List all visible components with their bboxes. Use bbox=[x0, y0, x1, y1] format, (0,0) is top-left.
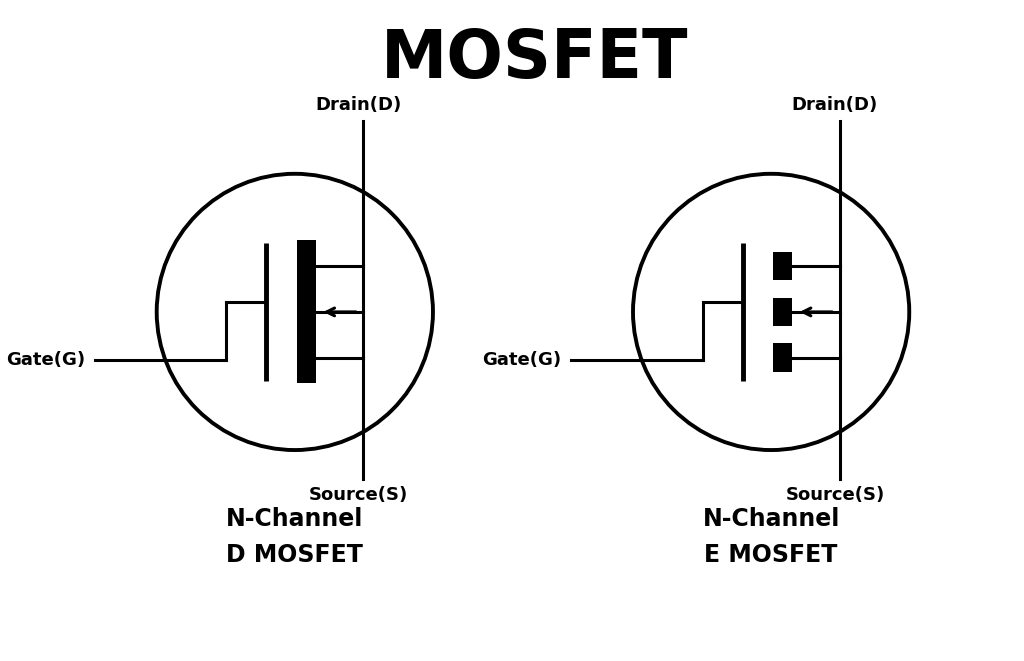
Text: E MOSFET: E MOSFET bbox=[705, 543, 838, 567]
Bar bbox=[773, 343, 793, 372]
Text: N-Channel: N-Channel bbox=[226, 506, 364, 531]
Bar bbox=[297, 241, 315, 383]
Text: Drain(D): Drain(D) bbox=[792, 96, 878, 114]
Text: Gate(G): Gate(G) bbox=[6, 350, 85, 369]
Bar bbox=[773, 297, 793, 327]
Text: Source(S): Source(S) bbox=[309, 486, 409, 504]
Text: Gate(G): Gate(G) bbox=[482, 350, 561, 369]
Text: Source(S): Source(S) bbox=[785, 486, 885, 504]
Text: Drain(D): Drain(D) bbox=[315, 96, 401, 114]
Text: D MOSFET: D MOSFET bbox=[226, 543, 364, 567]
Bar bbox=[773, 252, 793, 280]
Text: MOSFET: MOSFET bbox=[381, 26, 688, 93]
Text: N-Channel: N-Channel bbox=[702, 506, 840, 531]
